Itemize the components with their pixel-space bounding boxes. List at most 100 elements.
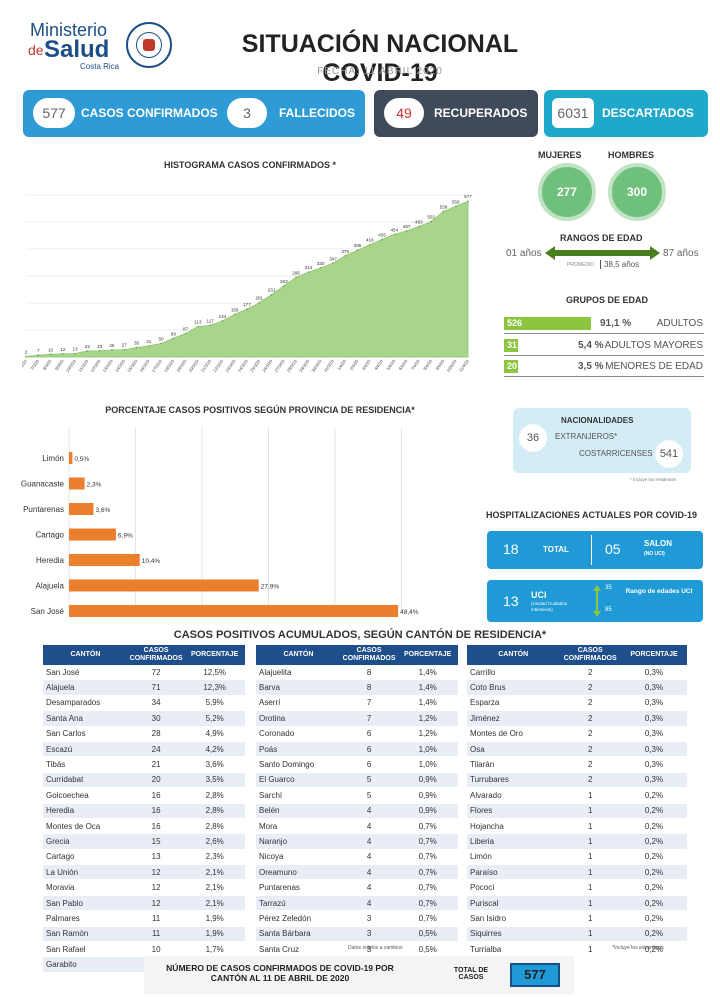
histogram-value-label: 117 (207, 318, 215, 323)
canton-name: Hojancha (467, 818, 560, 835)
canton-cases: 72 (127, 665, 185, 681)
canton-percent: 0,3% (620, 665, 687, 681)
histogram-date-label: 7/3/20 (29, 358, 40, 371)
canton-percent: 0,3% (620, 772, 687, 789)
histogram-point (184, 332, 187, 335)
canton-percent: 0,7% (397, 818, 458, 835)
histogram-point (197, 325, 199, 328)
canton-name: Palmares (43, 910, 128, 927)
table-row: Osa 2 0,3% (467, 741, 687, 758)
canton-percent: 0,2% (620, 818, 687, 835)
table-row: Alajuelita 8 1,4% (256, 665, 458, 681)
province-bar (69, 605, 399, 617)
logo-country-text: Costa Rica (80, 62, 120, 71)
confirmed-label: CASOS CONFIRMADOS (81, 106, 218, 120)
canton-name: Mora (256, 818, 341, 835)
table-row: Tarrazú 4 0,7% (256, 895, 458, 912)
table-row: San Pablo 12 2,1% (43, 895, 245, 912)
histogram-value-label: 375 (341, 249, 349, 254)
histogram-date-label: 16/3/20 (138, 358, 150, 373)
histogram-value-label: 502 (427, 214, 435, 219)
canton-percent: 2,8% (184, 803, 245, 819)
table-row: Santa Bárbara 3 0,5% (256, 926, 458, 943)
histogram-point (467, 200, 469, 203)
histogram-point (381, 238, 383, 241)
histogram-point (246, 308, 248, 311)
age-group-label: ADULTOS MAYORES (604, 340, 703, 351)
histogram-value-label: 263 (280, 279, 288, 284)
canton-cases: 30 (127, 710, 185, 727)
canton-percent: 5,2% (184, 710, 245, 727)
histogram-date-label: 31/3/20 (323, 358, 335, 373)
ministry-logo: Ministerio de Salud Costa Rica (22, 20, 182, 72)
canton-cases: 1 (559, 879, 621, 896)
canton-percent: 0,9% (397, 803, 458, 819)
histogram-value-label: 41 (146, 339, 152, 344)
table-row: Pococí 1 0,2% (467, 879, 687, 896)
deaths-value: 3 (227, 98, 267, 128)
canton-cases: 2 (559, 772, 621, 789)
histogram-point (98, 349, 101, 352)
canton-percent: 0,3% (620, 710, 687, 727)
age-avg-value: 38,5 años (600, 260, 639, 269)
canton-name: Pérez Zeledón (256, 910, 341, 927)
canton-percent: 1,4% (397, 665, 458, 681)
province-category-label: Puntarenas (23, 505, 64, 514)
histogram-point (283, 285, 285, 287)
canton-percent: 2,1% (184, 895, 245, 912)
histogram-value-label: 454 (390, 227, 398, 232)
histogram-value-label: 435 (378, 233, 386, 238)
logo-salud-text: Salud (44, 36, 110, 63)
age-max: 87 años (663, 248, 699, 259)
histogram-point (258, 301, 261, 304)
histogram-value-label: 416 (366, 238, 374, 243)
women-label: MUJERES (538, 150, 582, 160)
canton-cases: 2 (559, 726, 621, 742)
histogram-value-label: 539 (440, 204, 448, 209)
histogram-date-label: 14/3/20 (114, 358, 126, 373)
canton-cases: 8 (340, 679, 398, 696)
confirmed-deaths-box: 577 CASOS CONFIRMADOS 3 FALLECIDOS (23, 90, 365, 137)
canton-percent: 12,3% (184, 679, 245, 696)
age-min: 01 años (506, 248, 542, 259)
canton-percent: 0,2% (620, 803, 687, 819)
province-value-label: 48,4% (400, 609, 419, 616)
canton-percent: 1,7% (184, 941, 245, 958)
canton-name: Grecia (43, 833, 128, 850)
table-row: Hojancha 1 0,2% (467, 818, 687, 835)
histogram-point (172, 337, 175, 340)
table-row: Belén 4 0,9% (256, 803, 458, 819)
hospital-ward-value: 05 (605, 541, 621, 557)
age-group-percent: 91,1 % (600, 318, 632, 329)
canton-cases: 3 (340, 941, 398, 958)
canton-percent: 2,1% (184, 879, 245, 896)
histogram-date-label: 10/3/20 (65, 358, 77, 373)
province-bar (69, 452, 73, 464)
table-row: Moravia 12 2,1% (43, 879, 245, 896)
province-bar (69, 503, 94, 515)
canton-cases: 3 (340, 926, 398, 943)
nationality-box: NACIONALIDADES 36 EXTRANJEROS* COSTARRIC… (513, 408, 691, 473)
table-row: Paraíso 1 0,2% (467, 864, 687, 881)
histogram-point (86, 350, 89, 352)
histogram-value-label: 231 (268, 288, 276, 293)
table-row: Aserrí 7 1,4% (256, 695, 458, 712)
histogram-point (25, 355, 27, 358)
canton-name: Puriscal (467, 895, 560, 912)
hospital-total-value: 18 (503, 541, 519, 557)
canton-name: Jiménez (467, 710, 560, 727)
histogram-point (49, 353, 52, 356)
canton-cases: 2 (559, 695, 621, 712)
table-row: Pérez Zeledón 3 0,7% (256, 910, 458, 927)
canton-percent: 5,9% (184, 695, 245, 712)
histogram-value-label: 35 (134, 341, 140, 346)
province-value-label: 6,9% (118, 533, 133, 540)
canton-percent: 1,2% (397, 726, 458, 742)
canton-cases: 4 (340, 833, 398, 850)
age-avg-label: PROMEDIO (567, 262, 595, 268)
icu-age-upper: 35 (605, 585, 612, 591)
table-row: Poás 6 1,0% (256, 741, 458, 758)
canton-percent: 1,9% (184, 910, 245, 927)
canton-cases: 1 (559, 833, 621, 850)
canton-header: PORCENTAJE (397, 645, 458, 665)
